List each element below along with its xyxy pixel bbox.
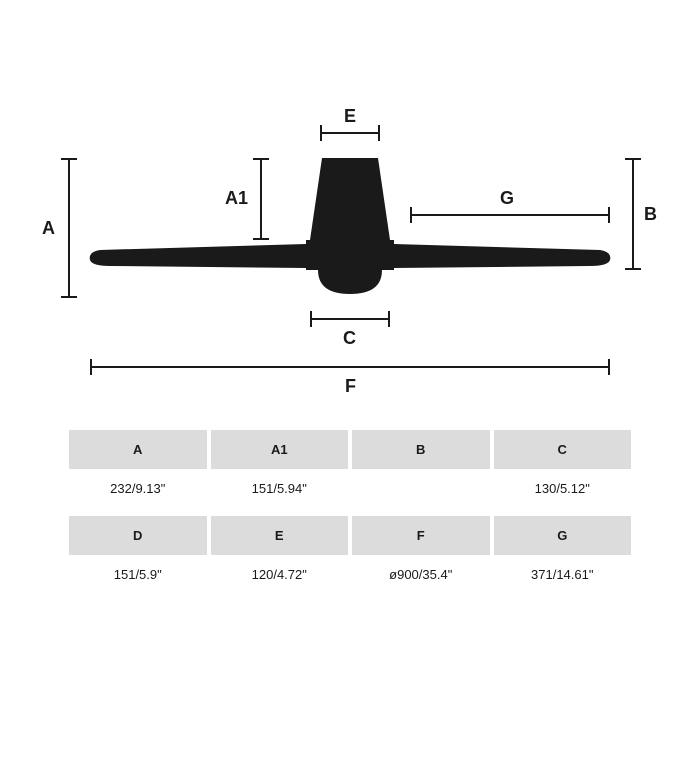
dim-line-A: [68, 158, 70, 298]
diagram: A A1 B E G C F: [50, 70, 650, 390]
tick: [625, 158, 641, 160]
th: A: [69, 430, 207, 469]
th: E: [211, 516, 349, 555]
label-B: B: [644, 204, 657, 225]
td: 232/9.13": [69, 469, 207, 508]
table-row: 151/5.9" 120/4.72" ø900/35.4" 371/14.61": [69, 555, 631, 594]
th: G: [494, 516, 632, 555]
tick: [388, 311, 390, 327]
td: 371/14.61": [494, 555, 632, 594]
label-A: A: [42, 218, 55, 239]
tick: [320, 125, 322, 141]
th: D: [69, 516, 207, 555]
tick: [410, 207, 412, 223]
dim-line-F: [90, 366, 610, 368]
table-row: 232/9.13" 151/5.94" 130/5.12": [69, 469, 631, 508]
label-F: F: [345, 376, 356, 397]
dimension-table: A A1 B C 232/9.13" 151/5.94" 130/5.12" D…: [65, 430, 635, 594]
td: ø900/35.4": [352, 555, 490, 594]
tick: [253, 158, 269, 160]
tick: [625, 268, 641, 270]
tick: [608, 359, 610, 375]
td: 151/5.94": [211, 469, 349, 508]
th: C: [494, 430, 632, 469]
dim-line-C: [310, 318, 390, 320]
label-A1: A1: [225, 188, 248, 209]
dim-line-E: [320, 132, 380, 134]
table-header-row: D E F G: [69, 516, 631, 555]
th: A1: [211, 430, 349, 469]
tick: [608, 207, 610, 223]
tick: [310, 311, 312, 327]
tick: [90, 359, 92, 375]
td: 120/4.72": [211, 555, 349, 594]
tick: [61, 296, 77, 298]
tick: [378, 125, 380, 141]
table-header-row: A A1 B C: [69, 430, 631, 469]
dim-line-G: [410, 214, 610, 216]
dim-line-B: [632, 158, 634, 270]
th: F: [352, 516, 490, 555]
tick: [253, 238, 269, 240]
td: 151/5.9": [69, 555, 207, 594]
tick: [61, 158, 77, 160]
dim-line-A1: [260, 158, 262, 240]
th: B: [352, 430, 490, 469]
label-C: C: [343, 328, 356, 349]
label-E: E: [344, 106, 356, 127]
td: [352, 469, 490, 508]
label-G: G: [500, 188, 514, 209]
td: 130/5.12": [494, 469, 632, 508]
